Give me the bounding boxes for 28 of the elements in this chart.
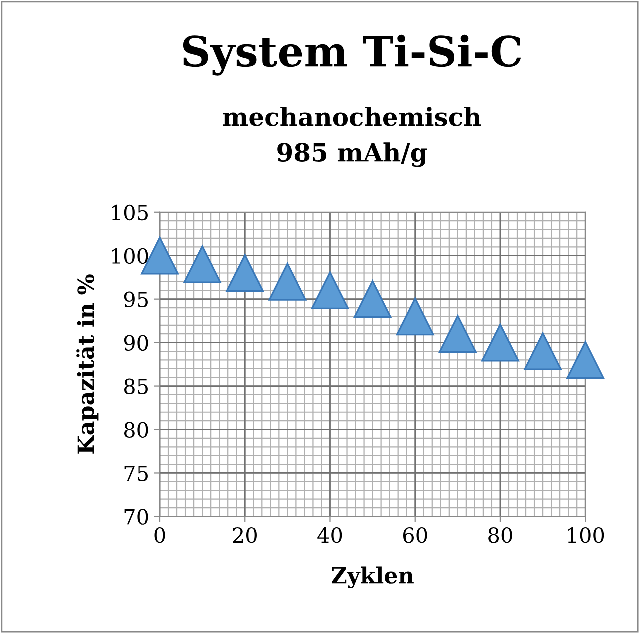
x-tick-label: 20 — [233, 527, 257, 544]
chart-subtitle: mechanochemisch 985 mAh/g — [223, 107, 482, 168]
x-axis-title: Zyklen — [332, 566, 414, 589]
y-tick-label: 95 — [124, 292, 148, 308]
point — [566, 341, 604, 380]
point — [184, 246, 222, 284]
x-tick-label: 40 — [318, 527, 342, 544]
x-tick-label: 80 — [488, 527, 512, 544]
point — [482, 324, 520, 362]
point — [226, 254, 264, 292]
chart-title: System Ti-Si-C — [183, 34, 522, 76]
point — [268, 263, 307, 301]
y-tick-label: 105 — [112, 204, 148, 221]
y-axis-title: Kapazität in % — [76, 274, 99, 454]
x-tick-label: 100 — [568, 527, 604, 544]
point — [439, 315, 477, 354]
point — [311, 272, 350, 310]
point — [524, 332, 562, 370]
y-tick-label: 100 — [112, 248, 148, 264]
y-tick-label: 75 — [124, 466, 148, 482]
y-tick-label: 90 — [124, 335, 148, 352]
y-tick-label: 85 — [124, 378, 148, 394]
y-tick-label: 70 — [124, 509, 148, 525]
x-tick-label: 0 — [154, 527, 166, 544]
y-tick-label: 80 — [124, 422, 148, 438]
point — [396, 298, 434, 336]
point — [354, 280, 392, 318]
x-tick-label: 60 — [404, 527, 428, 544]
